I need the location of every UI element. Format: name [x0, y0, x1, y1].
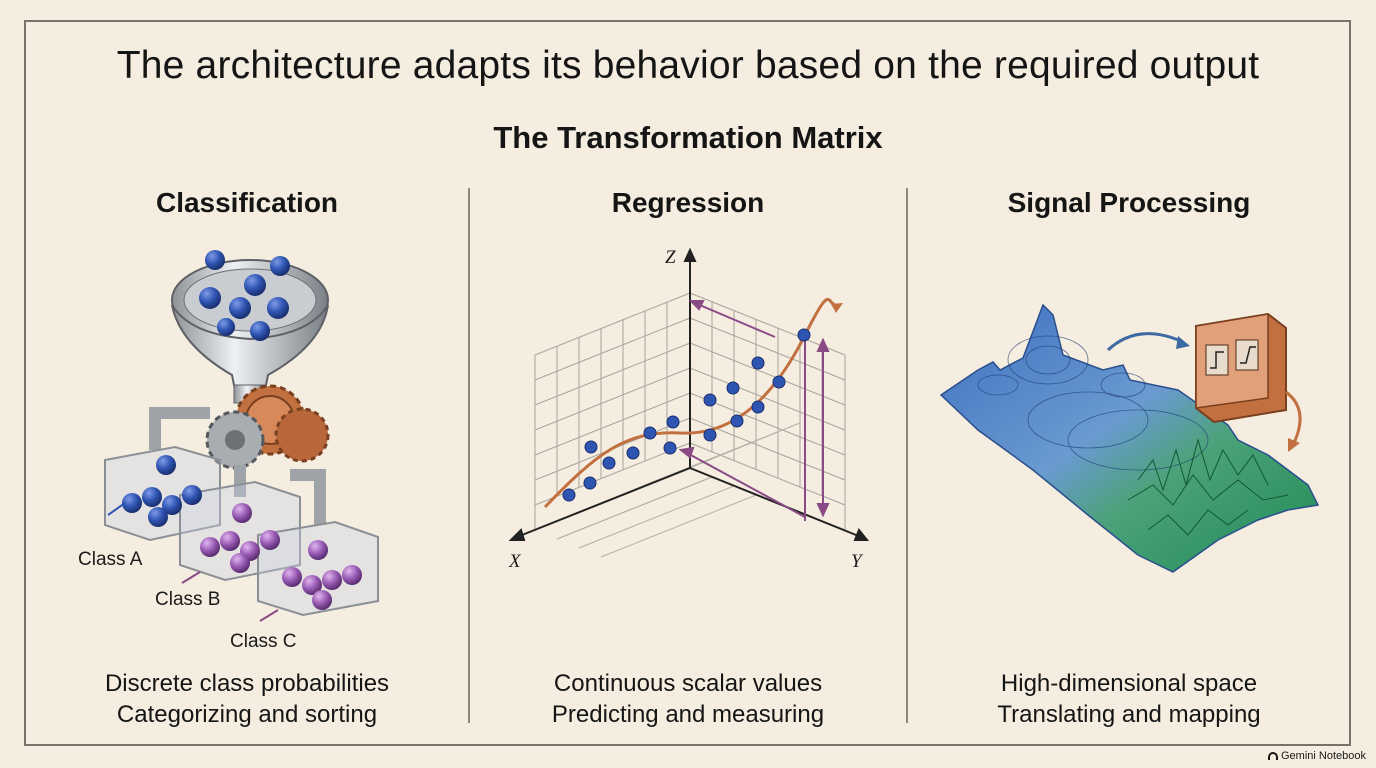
axis-x-label: X — [508, 551, 522, 572]
watermark-text: Gemini Notebook — [1281, 750, 1366, 762]
classification-illustration: Class A Class B Class C — [78, 250, 379, 652]
classification-caption-line1: Discrete class probabilities — [104, 670, 390, 697]
signal-processing-illustration — [939, 303, 1320, 573]
chip-icon — [1195, 312, 1287, 424]
page-title: The architecture adapts its behavior bas… — [116, 44, 1260, 87]
signal-processing-caption-line1: High-dimensional space — [1000, 670, 1258, 697]
signal-processing-title: Signal Processing — [1007, 187, 1251, 218]
outer-frame — [24, 20, 1351, 746]
regression-title: Regression — [611, 187, 765, 218]
regression-caption-line1: Continuous scalar values — [553, 670, 823, 697]
grid-back-right — [689, 292, 846, 530]
axis-y-label: Y — [851, 551, 864, 572]
signal-processing-caption: High-dimensional space Translating and m… — [914, 668, 1344, 730]
column-divider-left — [468, 188, 470, 723]
grid-floor — [556, 422, 846, 558]
logo-icon — [1268, 752, 1278, 760]
grid-back-left — [534, 292, 691, 530]
column-divider-right — [906, 188, 908, 723]
watermark: Gemini Notebook — [1268, 750, 1366, 762]
classification-caption: Discrete class probabilities Categorizin… — [32, 668, 462, 730]
axis-z-label: Z — [665, 247, 676, 268]
class-a-label: Class A — [78, 549, 143, 570]
classification-caption-line2: Categorizing and sorting — [116, 701, 378, 728]
regression-illustration: Z X Y — [508, 247, 870, 572]
signal-processing-caption-line2: Translating and mapping — [997, 701, 1261, 728]
page-subtitle: The Transformation Matrix — [493, 120, 883, 155]
classification-title: Classification — [155, 187, 339, 218]
regression-caption-line2: Predicting and measuring — [551, 701, 825, 728]
class-c-label: Class C — [230, 631, 297, 652]
regression-caption: Continuous scalar values Predicting and … — [473, 668, 903, 730]
class-b-label: Class B — [155, 589, 220, 610]
gear-icon — [205, 384, 330, 470]
